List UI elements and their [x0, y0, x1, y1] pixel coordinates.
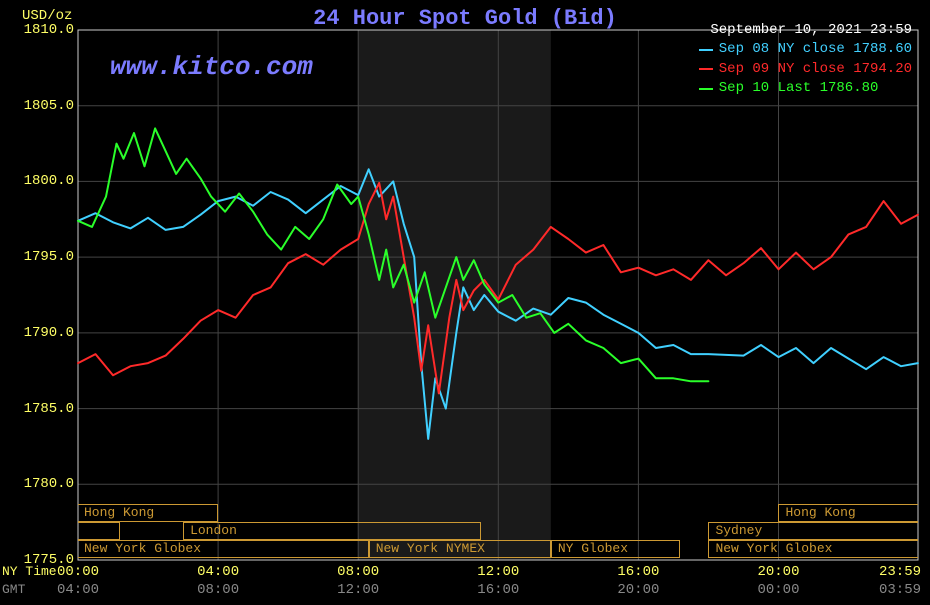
- x-tick-label: 16:00: [477, 582, 519, 598]
- x-tick-label: 00:00: [757, 582, 799, 598]
- legend-item: Sep 08 NY close 1788.60: [699, 40, 912, 60]
- x-tick-label: 08:00: [197, 582, 239, 598]
- y-tick-label: 1780.0: [24, 476, 74, 492]
- market-session: [78, 522, 120, 540]
- x-tick-label: 20:00: [617, 582, 659, 598]
- x-tick-label: 16:00: [617, 564, 659, 580]
- x-row-label: GMT: [2, 582, 25, 597]
- y-tick-label: 1790.0: [24, 325, 74, 341]
- legend-dash-icon: [699, 49, 713, 51]
- x-tick-label: 03:59: [879, 582, 921, 598]
- market-session: New York NYMEX: [369, 540, 551, 558]
- timestamp: September 10, 2021 23:59: [710, 22, 912, 38]
- x-tick-row: NY Time00:00 04:00 08:00 12:00 16:00 20:00 23:…: [0, 564, 930, 580]
- market-session: Hong Kong: [778, 504, 918, 522]
- watermark: www.kitco.com: [110, 52, 313, 82]
- chart-title: 24 Hour Spot Gold (Bid): [313, 6, 617, 31]
- x-row-label: NY Time: [2, 564, 57, 579]
- legend-dash-icon: [699, 88, 713, 90]
- legend-label: Sep 09 NY close 1794.20: [719, 60, 912, 80]
- legend-item: Sep 10 Last 1786.80: [699, 79, 912, 99]
- x-tick-label: 04:00: [57, 582, 99, 598]
- x-tick-label: 23:59: [879, 564, 921, 580]
- legend-label: Sep 08 NY close 1788.60: [719, 40, 912, 60]
- market-session: New York Globex: [708, 540, 918, 558]
- market-session: NY Globex: [551, 540, 681, 558]
- y-tick-label: 1785.0: [24, 401, 74, 417]
- y-tick-label: 1800.0: [24, 173, 74, 189]
- y-tick-label: 1795.0: [24, 249, 74, 265]
- x-tick-label: 08:00: [337, 564, 379, 580]
- x-tick-row: GMT 04:00 08:00 12:00 16:00 20:00 00:00 03:59: [0, 582, 930, 598]
- legend-item: Sep 09 NY close 1794.20: [699, 60, 912, 80]
- y-tick-label: 1810.0: [24, 22, 74, 38]
- legend-label: Sep 10 Last 1786.80: [719, 79, 879, 99]
- legend-dash-icon: [699, 68, 713, 70]
- market-session: London: [183, 522, 481, 540]
- x-tick-label: 20:00: [757, 564, 799, 580]
- market-session: Hong Kong: [78, 504, 218, 522]
- y-tick-label: 1805.0: [24, 98, 74, 114]
- x-tick-label: 00:00: [57, 564, 99, 580]
- x-tick-label: 12:00: [477, 564, 519, 580]
- market-session: New York Globex: [78, 540, 369, 558]
- spot-gold-chart: USD/oz 24 Hour Spot Gold (Bid) www.kitco…: [0, 0, 930, 605]
- legend: Sep 08 NY close 1788.60Sep 09 NY close 1…: [699, 40, 912, 99]
- market-session: Sydney: [708, 522, 918, 540]
- x-tick-label: 04:00: [197, 564, 239, 580]
- x-tick-label: 12:00: [337, 582, 379, 598]
